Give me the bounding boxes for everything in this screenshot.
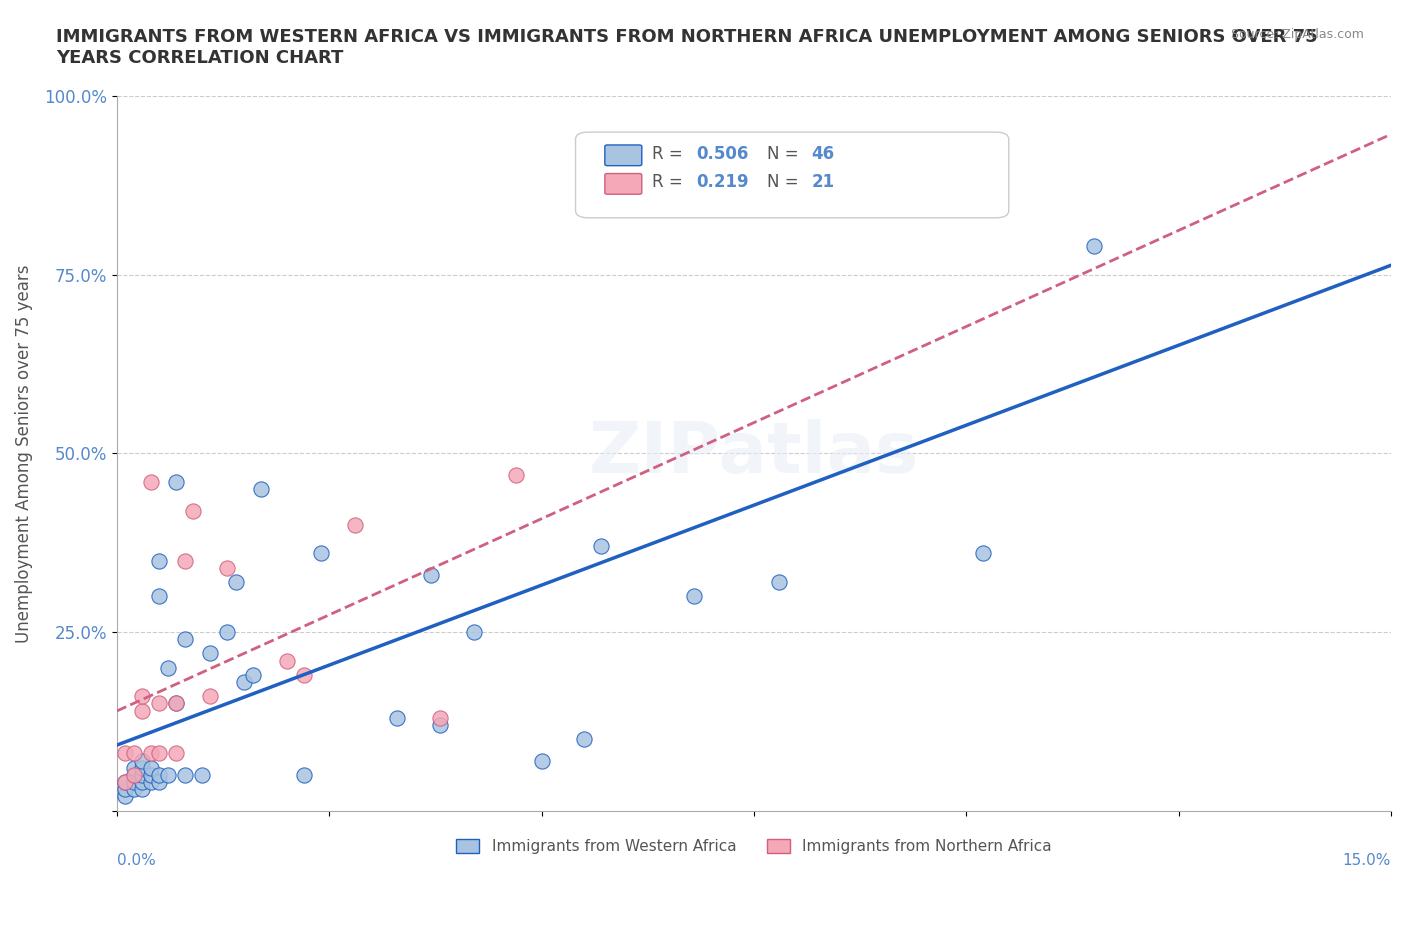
- Immigrants from Northern Africa: [131, 689, 153, 704]
- Immigrants from Western Africa: [139, 760, 162, 775]
- Text: 0.219: 0.219: [696, 173, 749, 191]
- Immigrants from Western Africa: [292, 767, 315, 782]
- Immigrants from Western Africa: [139, 775, 162, 790]
- Immigrants from Western Africa: [217, 625, 239, 640]
- Immigrants from Western Africa: [122, 775, 145, 790]
- Immigrants from Western Africa: [683, 589, 706, 604]
- Immigrants from Western Africa: [131, 760, 153, 775]
- Immigrants from Northern Africa: [131, 703, 153, 718]
- Text: 21: 21: [811, 173, 834, 191]
- Immigrants from Western Africa: [200, 646, 222, 661]
- Immigrants from Western Africa: [165, 474, 187, 489]
- Immigrants from Northern Africa: [181, 503, 204, 518]
- FancyBboxPatch shape: [575, 132, 1008, 218]
- Text: R =: R =: [652, 144, 688, 163]
- Immigrants from Northern Africa: [429, 711, 451, 725]
- Immigrants from Western Africa: [122, 767, 145, 782]
- Immigrants from Western Africa: [122, 760, 145, 775]
- Immigrants from Western Africa: [148, 589, 170, 604]
- Text: N =: N =: [766, 173, 804, 191]
- Immigrants from Western Africa: [131, 753, 153, 768]
- Immigrants from Northern Africa: [148, 746, 170, 761]
- Text: ZIPatlas: ZIPatlas: [589, 419, 920, 488]
- Immigrants from Western Africa: [1083, 239, 1105, 254]
- FancyBboxPatch shape: [605, 174, 641, 194]
- Text: 46: 46: [811, 144, 834, 163]
- Immigrants from Northern Africa: [148, 696, 170, 711]
- Immigrants from Western Africa: [242, 668, 264, 683]
- FancyBboxPatch shape: [605, 145, 641, 166]
- Text: Source: ZipAtlas.com: Source: ZipAtlas.com: [1230, 28, 1364, 41]
- Immigrants from Western Africa: [309, 546, 332, 561]
- Immigrants from Western Africa: [173, 767, 195, 782]
- Immigrants from Western Africa: [572, 732, 595, 747]
- Immigrants from Western Africa: [589, 538, 612, 553]
- Immigrants from Northern Africa: [165, 746, 187, 761]
- Immigrants from Western Africa: [139, 767, 162, 782]
- Immigrants from Western Africa: [148, 775, 170, 790]
- Immigrants from Northern Africa: [276, 653, 298, 668]
- Immigrants from Western Africa: [725, 175, 748, 190]
- Immigrants from Northern Africa: [292, 668, 315, 683]
- Immigrants from Northern Africa: [217, 560, 239, 575]
- Text: IMMIGRANTS FROM WESTERN AFRICA VS IMMIGRANTS FROM NORTHERN AFRICA UNEMPLOYMENT A: IMMIGRANTS FROM WESTERN AFRICA VS IMMIGR…: [56, 28, 1317, 67]
- Immigrants from Northern Africa: [122, 767, 145, 782]
- Immigrants from Western Africa: [463, 625, 485, 640]
- Immigrants from Northern Africa: [114, 746, 136, 761]
- Immigrants from Western Africa: [233, 674, 256, 689]
- Immigrants from Western Africa: [225, 575, 247, 590]
- Immigrants from Western Africa: [114, 789, 136, 804]
- Immigrants from Western Africa: [250, 482, 273, 497]
- Text: R =: R =: [652, 173, 688, 191]
- Immigrants from Western Africa: [114, 775, 136, 790]
- Immigrants from Western Africa: [173, 631, 195, 646]
- Immigrants from Northern Africa: [139, 474, 162, 489]
- Immigrants from Western Africa: [972, 546, 994, 561]
- Immigrants from Northern Africa: [173, 553, 195, 568]
- Immigrants from Northern Africa: [165, 696, 187, 711]
- Immigrants from Western Africa: [122, 782, 145, 797]
- Immigrants from Western Africa: [530, 753, 553, 768]
- Immigrants from Western Africa: [385, 711, 408, 725]
- Immigrants from Western Africa: [148, 767, 170, 782]
- Immigrants from Western Africa: [114, 782, 136, 797]
- Immigrants from Western Africa: [156, 767, 179, 782]
- Y-axis label: Unemployment Among Seniors over 75 years: Unemployment Among Seniors over 75 years: [15, 264, 32, 643]
- Text: 0.0%: 0.0%: [117, 854, 156, 869]
- Immigrants from Northern Africa: [343, 517, 366, 532]
- Immigrants from Western Africa: [165, 696, 187, 711]
- Immigrants from Western Africa: [131, 782, 153, 797]
- Text: N =: N =: [766, 144, 804, 163]
- Immigrants from Western Africa: [148, 553, 170, 568]
- Immigrants from Northern Africa: [122, 746, 145, 761]
- Immigrants from Northern Africa: [114, 775, 136, 790]
- Immigrants from Western Africa: [156, 660, 179, 675]
- Immigrants from Western Africa: [191, 767, 214, 782]
- Immigrants from Northern Africa: [200, 689, 222, 704]
- Immigrants from Western Africa: [420, 567, 443, 582]
- Immigrants from Western Africa: [429, 717, 451, 732]
- Immigrants from Western Africa: [131, 775, 153, 790]
- Text: 0.506: 0.506: [696, 144, 749, 163]
- Legend: Immigrants from Western Africa, Immigrants from Northern Africa: Immigrants from Western Africa, Immigran…: [450, 832, 1057, 860]
- Immigrants from Northern Africa: [505, 468, 527, 483]
- Immigrants from Northern Africa: [139, 746, 162, 761]
- Immigrants from Western Africa: [768, 575, 790, 590]
- Immigrants from Western Africa: [131, 767, 153, 782]
- Text: 15.0%: 15.0%: [1343, 854, 1391, 869]
